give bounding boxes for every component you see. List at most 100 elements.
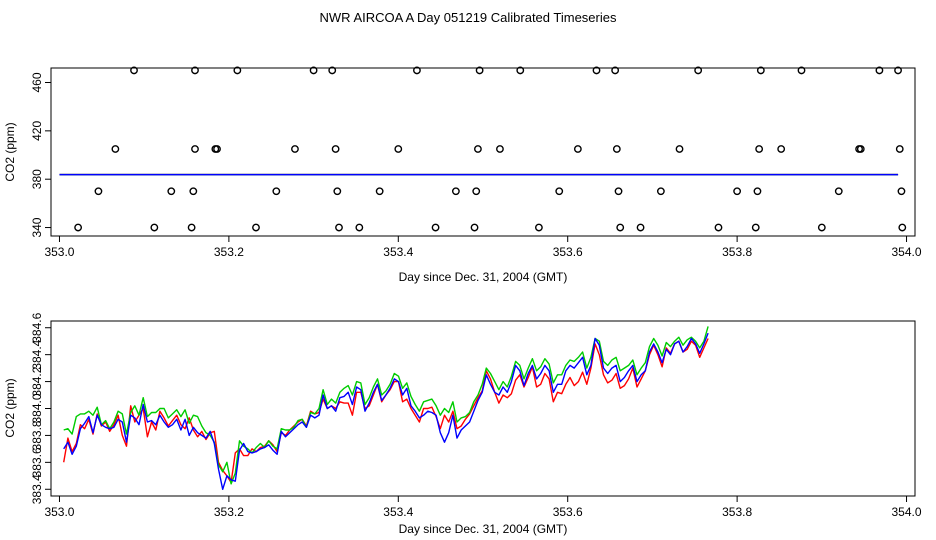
lower-panel: 353.0 353.2 353.4 353.6 353.8 354.0 383.4383.… [3, 312, 922, 536]
upper-calibration-points [74, 66, 907, 232]
lower-y-tick-label: 384.0 [30, 393, 44, 423]
calibration-point [111, 145, 120, 153]
lower-x-tick-label: 353.6 [553, 505, 583, 519]
lower-y-tick-label: 383.4 [30, 474, 44, 504]
calibration-point [472, 187, 481, 196]
calibration-point [592, 66, 601, 75]
calibration-point [191, 145, 199, 153]
calibration-point [516, 66, 525, 75]
calibration-point [733, 187, 742, 196]
calibration-point [189, 187, 198, 196]
upper-x-tick-label: 353.4 [383, 245, 413, 259]
calibration-point [191, 66, 199, 75]
lower-y-tick-label: 384.4 [30, 339, 44, 369]
calibration-point [167, 187, 176, 196]
calibration-point [894, 66, 902, 75]
upper-y-tick-label: 460 [30, 72, 44, 92]
upper-x-tick-label: 353.0 [44, 245, 74, 259]
calibration-point [394, 145, 403, 153]
calibration-point [611, 66, 620, 75]
upper-y-axis-label: CO2 (ppm) [3, 122, 17, 181]
calibration-point [413, 66, 421, 75]
calibration-point [834, 187, 843, 196]
calibration-point [614, 187, 623, 196]
calibration-point [753, 187, 762, 196]
series-line-green [63, 326, 709, 485]
lower-x-tick-label: 353.2 [214, 505, 244, 519]
calibration-point [475, 66, 484, 75]
calibration-point [897, 187, 906, 196]
calibration-point [130, 66, 138, 75]
upper-panel: 353.0 353.2 353.4 353.6 353.8 354.0 340 380 420… [3, 66, 922, 284]
lower-x-axis-label: Day since Dec. 31, 2004 (GMT) [399, 522, 568, 536]
calibration-point [875, 66, 884, 75]
lower-x-tick-label: 353.8 [722, 505, 752, 519]
calibration-point [797, 66, 806, 75]
calibration-point [291, 145, 299, 153]
lower-x-tick-label: 353.4 [383, 505, 413, 519]
upper-y-tick-label: 340 [30, 217, 44, 237]
lower-y-tick-label: 384.6 [30, 312, 44, 342]
calibration-point [328, 66, 337, 75]
calibration-point [895, 145, 904, 153]
calibration-point [817, 223, 826, 232]
upper-y-axis: 340 380 420 460 [30, 72, 51, 238]
lower-series-lines [63, 326, 709, 490]
upper-y-tick-label: 420 [30, 121, 44, 141]
lower-y-axis-label: CO2 (ppm) [3, 378, 17, 437]
calibration-point [675, 145, 684, 153]
lower-x-axis: 353.0 353.2 353.4 353.6 353.8 354.0 [44, 496, 922, 519]
calibration-point [755, 145, 764, 153]
calibration-point [535, 223, 543, 232]
calibration-point [74, 223, 83, 232]
lower-x-tick-label: 354.0 [892, 505, 922, 519]
calibration-point [309, 66, 318, 75]
lower-y-tick-label: 383.8 [30, 420, 44, 450]
calibration-point [335, 223, 343, 232]
calibration-point [333, 187, 342, 196]
upper-y-tick-label: 380 [30, 169, 44, 189]
lower-plot-frame [50, 320, 916, 497]
calibration-point [233, 66, 242, 75]
calibration-point [451, 187, 460, 196]
calibration-point [431, 223, 440, 232]
calibration-point [331, 145, 340, 153]
calibration-point [612, 145, 621, 153]
upper-x-tick-label: 353.6 [553, 245, 583, 259]
calibration-point [656, 187, 665, 196]
calibration-point [714, 223, 723, 232]
lower-y-tick-label: 383.6 [30, 447, 44, 477]
calibration-point [616, 223, 625, 232]
calibration-point [187, 223, 196, 232]
lower-x-tick-label: 353.0 [44, 505, 74, 519]
lower-y-tick-label: 384.2 [30, 366, 44, 396]
upper-x-tick-label: 353.8 [722, 245, 752, 259]
calibration-point [751, 223, 760, 232]
calibration-point [213, 145, 221, 153]
calibration-point [856, 145, 865, 153]
calibration-point [898, 223, 907, 232]
calibration-point [272, 187, 281, 196]
figure-title: NWR AIRCOA A Day 051219 Calibrated Times… [320, 10, 617, 25]
calibration-point [355, 223, 364, 232]
calibration-point [777, 145, 786, 153]
upper-x-axis-label: Day since Dec. 31, 2004 (GMT) [399, 270, 568, 284]
calibration-point [94, 187, 103, 196]
upper-plot-frame [50, 67, 916, 237]
upper-x-axis: 353.0 353.2 353.4 353.6 353.8 354.0 [44, 236, 922, 259]
calibration-point [474, 145, 482, 153]
upper-x-tick-label: 354.0 [892, 245, 922, 259]
calibration-point [470, 223, 479, 232]
calibration-point [496, 145, 504, 153]
calibration-point [756, 66, 765, 75]
calibration-point [375, 187, 384, 196]
series-line-blue [63, 332, 709, 490]
calibration-point [573, 145, 582, 153]
upper-x-tick-label: 353.2 [214, 245, 244, 259]
calibration-point [150, 223, 159, 232]
calibration-point [555, 187, 564, 196]
calibration-point [636, 223, 645, 232]
calibration-point [694, 66, 703, 75]
